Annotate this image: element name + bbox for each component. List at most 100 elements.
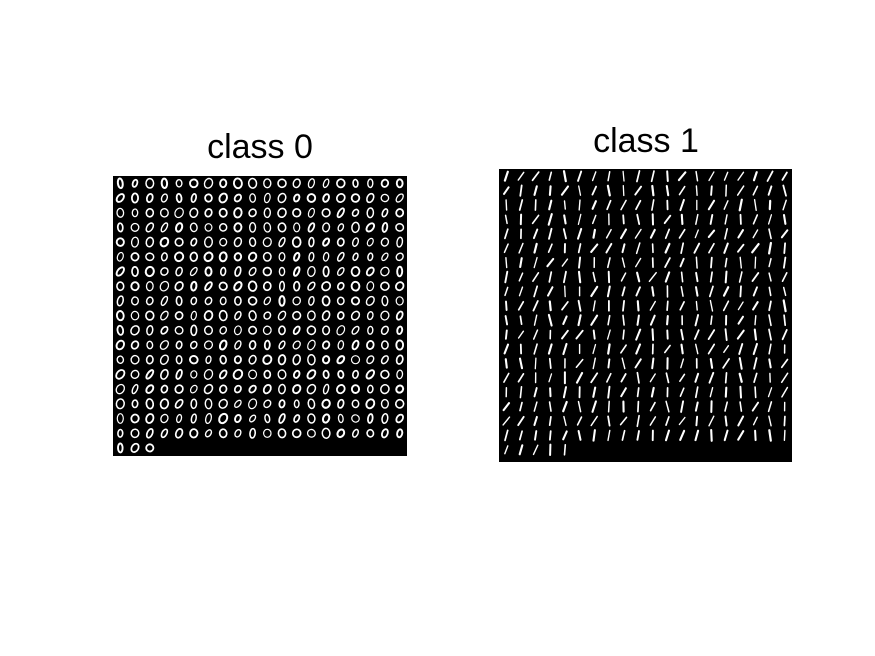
digit-1-sample [694,386,699,399]
digit-0-sample [336,355,346,365]
digit-1-sample [548,227,553,240]
digit-1-sample [622,170,625,182]
digit-1-sample [679,257,685,268]
digit-0-sample [277,192,287,204]
digit-0-sample [321,355,331,365]
digit-0-sample [145,428,154,439]
digit-1-sample [753,199,757,211]
digit-0-sample [395,223,405,232]
digit-1-sample [724,270,728,284]
digit-1-sample [607,257,611,269]
digit-0-sample [174,325,184,335]
digit-1-sample [621,286,626,297]
digit-1-sample [666,300,669,312]
digit-0-sample [190,370,198,379]
digit-0-sample [395,413,404,424]
digit-1-sample [635,242,641,255]
digit-1-sample [708,171,715,182]
digit-0-sample [307,178,316,189]
digit-1-sample [680,285,684,297]
digit-0-sample [218,412,229,425]
digit-0-sample [262,266,273,277]
digit-1-sample [678,416,686,426]
digit-1-sample [695,185,698,196]
digit-0-sample [146,324,154,336]
digit-1-sample [695,170,699,182]
digit-0-sample [381,208,389,218]
digit-1-sample [781,328,788,341]
digit-0-sample [395,310,404,321]
digit-0-sample [248,340,257,350]
digit-0-sample [233,252,243,262]
digit-1-sample [752,286,758,297]
digit-0-sample [306,325,317,336]
digit-0-sample [204,193,213,203]
digit-0-sample [321,281,332,292]
digit-0-sample [352,178,359,188]
digit-0-sample [336,311,345,321]
digit-0-sample [233,207,243,219]
digit-0-sample [381,221,389,233]
digit-1-sample [562,170,567,183]
digit-1-sample [737,243,745,253]
digit-1-sample [710,428,713,442]
digit-0-sample [233,193,243,203]
digit-0-sample [130,340,140,350]
digit-1-sample [534,430,538,441]
digit-1-sample [547,343,553,355]
digit-0-sample [366,237,374,247]
digit-1-sample [737,229,745,239]
digit-0-sample [350,355,361,365]
digit-0-sample [234,340,242,350]
digit-0-sample [351,208,360,217]
digit-1-sample [783,242,787,254]
digit-1-sample [533,387,538,398]
digit-0-sample [322,237,331,247]
digit-1-sample [605,228,612,239]
digit-1-sample [724,328,728,342]
digit-1-sample [606,199,612,211]
digit-1-sample [533,343,538,355]
digit-1-sample [547,313,553,327]
digit-0-sample [130,236,140,248]
digit-1-sample [504,445,509,455]
digit-0-sample [321,340,331,350]
digit-0-sample [205,355,212,365]
digit-1-sample [708,371,715,384]
digit-1-sample [707,343,716,355]
digit-1-sample [532,272,540,282]
digit-0-sample [203,251,214,263]
digit-0-sample [218,223,228,232]
digit-1-sample [768,272,772,282]
digit-1-sample [607,358,611,369]
digit-1-sample [768,257,772,268]
digit-0-sample [190,398,198,410]
digit-0-sample [219,237,228,247]
digit-0-sample [380,383,390,395]
digit-0-sample [307,353,316,366]
digit-0-sample [115,237,125,247]
digit-1-sample [577,314,582,327]
digit-0-sample [336,207,345,219]
digit-0-sample [396,369,404,380]
digit-0-sample [248,266,257,277]
digit-0-sample [175,368,183,380]
digit-0-sample [262,428,272,438]
class-0-digit-mosaic [113,176,407,456]
digit-0-sample [292,178,301,189]
digit-0-sample [380,237,390,247]
digit-1-sample [533,242,538,254]
digit-0-sample [115,339,126,351]
digit-1-sample [533,415,538,427]
digit-0-sample [117,428,124,438]
digit-0-sample [263,207,272,219]
digit-1-sample [695,300,698,311]
digit-1-sample [621,257,626,268]
digit-0-sample [174,281,184,292]
digit-1-sample [518,444,524,456]
digit-1-sample [533,256,538,269]
digit-1-sample [519,257,523,269]
digit-1-sample [533,285,539,298]
digit-0-sample [308,236,315,248]
digit-1-sample [693,242,701,254]
